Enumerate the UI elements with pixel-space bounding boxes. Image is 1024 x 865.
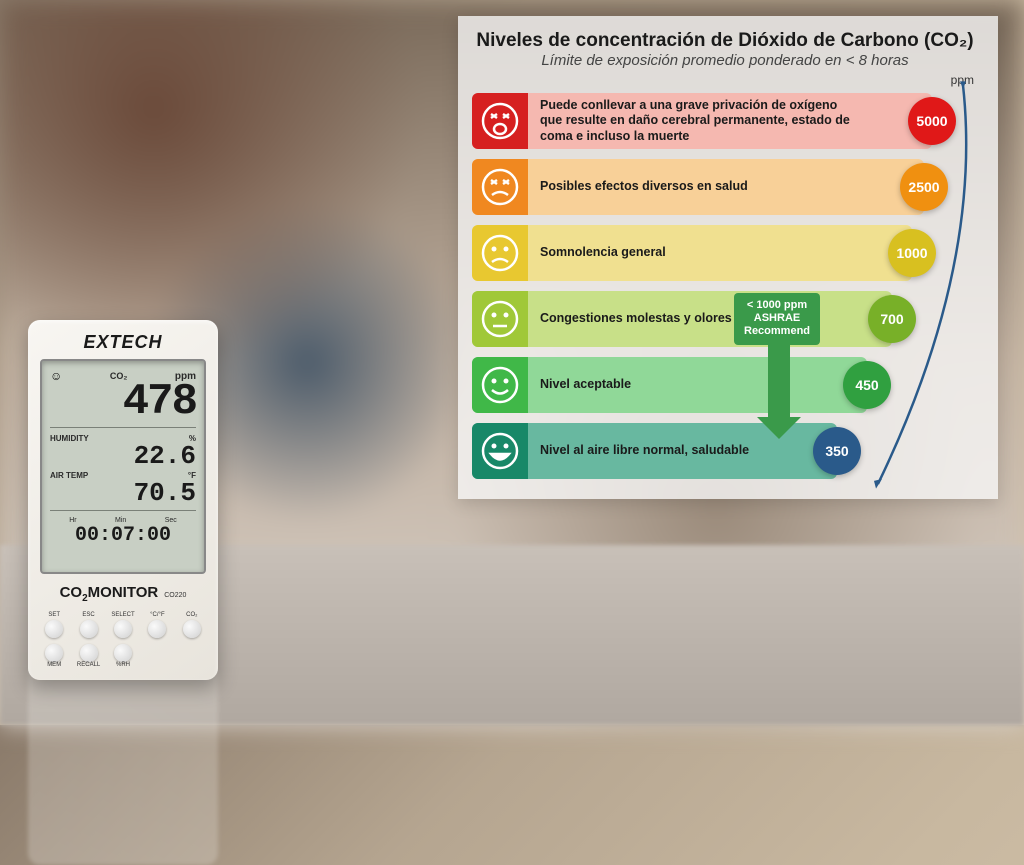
ppm-badge: 5000 (908, 97, 956, 145)
temp-label: AIR TEMP (50, 471, 88, 480)
btn-cf[interactable]: °C/°F (143, 612, 171, 638)
ppm-badge: 700 (868, 295, 916, 343)
level-row: Somnolencia general1000 (472, 225, 912, 281)
level-description: Puede conllevar a una grave privación de… (528, 98, 872, 145)
ppm-badge: 350 (813, 427, 861, 475)
btn-esc[interactable]: ESC (74, 612, 102, 638)
level-description: Nivel al aire libre normal, saludable (528, 443, 777, 459)
level-description: Somnolencia general (528, 245, 852, 261)
chart-subtitle: Límite de exposición promedio ponderado … (472, 52, 978, 69)
ashrae-arrow-head (757, 417, 801, 439)
face-icon (472, 159, 528, 215)
temp-value: 70.5 (50, 480, 196, 506)
level-description: Nivel aceptable (528, 377, 807, 393)
chart-rows: Puede conllevar a una grave privación de… (472, 93, 978, 479)
level-row: Puede conllevar a una grave privación de… (472, 93, 932, 149)
time-labels: Hr Min Sec (50, 517, 196, 524)
face-icon (472, 93, 528, 149)
btn-co2[interactable]: CO₂ (178, 612, 206, 638)
humidity-value: 22.6 (50, 443, 196, 469)
device-brand: EXTECH (40, 332, 206, 353)
chart-title: Niveles de concentración de Dióxido de C… (472, 30, 978, 52)
btn-set[interactable]: SET (40, 612, 68, 638)
btn-recall[interactable]: RECALL (74, 642, 102, 668)
level-row: Nivel aceptable450 (472, 357, 867, 413)
btn-mem[interactable]: MEM (40, 642, 68, 668)
level-row: Congestiones molestas y olores700 (472, 291, 892, 347)
ppm-badge: 450 (843, 361, 891, 409)
ppm-badge: 2500 (900, 163, 948, 211)
ppm-header: ppm (472, 73, 978, 87)
curve-line (908, 93, 988, 479)
product-name: CO2MONITOR (60, 584, 159, 604)
level-row: Posibles efectos diversos en salud2500 (472, 159, 924, 215)
model-row: CO2MONITOR CO220 (40, 584, 206, 604)
device-reflection (28, 665, 218, 865)
co2-face-icon: ☺ (50, 369, 62, 383)
ppm-badge: 1000 (888, 229, 936, 277)
model-number: CO220 (164, 592, 186, 599)
device-buttons: SET ESC SELECT °C/°F CO₂ MEM RECALL %RH (40, 612, 206, 668)
co2-monitor-device: EXTECH ☺ CO₂ ppm 478 HUMIDITY % 22.6 AIR… (28, 320, 218, 680)
btn-select[interactable]: SELECT (109, 612, 137, 638)
ashrae-callout: < 1000 ppmASHRAERecommend (734, 293, 820, 345)
face-icon (472, 357, 528, 413)
humidity-label: HUMIDITY (50, 434, 89, 443)
face-icon (472, 423, 528, 479)
face-icon (472, 225, 528, 281)
face-icon (472, 291, 528, 347)
ashrae-arrow-stem (768, 341, 790, 419)
level-description: Posibles efectos diversos en salud (528, 179, 864, 195)
lcd-screen: ☺ CO₂ ppm 478 HUMIDITY % 22.6 AIR TEMP °… (40, 359, 206, 574)
time-value: 00:07:00 (50, 524, 196, 547)
btn-rh[interactable]: %RH (109, 642, 137, 668)
co2-levels-chart: Niveles de concentración de Dióxido de C… (458, 16, 998, 499)
ppm-value: 478 (50, 383, 196, 423)
